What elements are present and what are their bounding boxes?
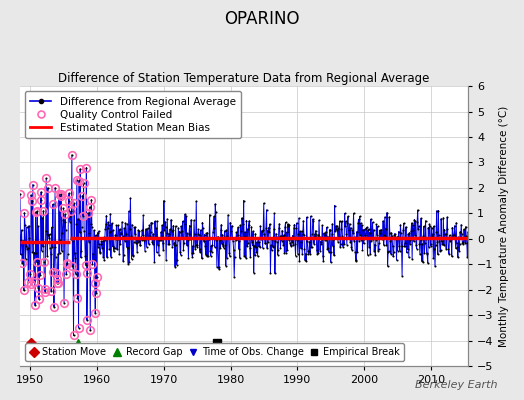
Y-axis label: Monthly Temperature Anomaly Difference (°C): Monthly Temperature Anomaly Difference (… (499, 106, 509, 347)
Title: Difference of Station Temperature Data from Regional Average: Difference of Station Temperature Data f… (58, 72, 430, 85)
Legend: Station Move, Record Gap, Time of Obs. Change, Empirical Break: Station Move, Record Gap, Time of Obs. C… (25, 343, 404, 361)
Text: OPARINO: OPARINO (224, 10, 300, 28)
Text: Berkeley Earth: Berkeley Earth (416, 380, 498, 390)
